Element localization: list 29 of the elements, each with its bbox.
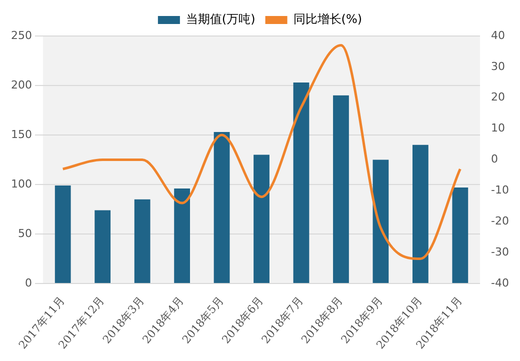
bar bbox=[214, 132, 230, 283]
bar bbox=[254, 154, 270, 283]
legend-label: 当期值(万吨) bbox=[186, 12, 256, 26]
y2-tick-label: 40 bbox=[491, 28, 506, 42]
y-tick-label: 150 bbox=[10, 128, 32, 141]
y2-tick-label: -10 bbox=[491, 184, 509, 197]
y2-tick-label: 20 bbox=[491, 90, 506, 104]
bar bbox=[293, 82, 310, 283]
y-tick-label: 0 bbox=[24, 276, 32, 290]
bar bbox=[54, 185, 71, 283]
legend-label: 同比增长(%) bbox=[293, 12, 362, 26]
bar bbox=[333, 95, 349, 283]
bar bbox=[412, 144, 428, 283]
y2-tick-label: 0 bbox=[491, 152, 498, 166]
y-tick-label: 250 bbox=[10, 28, 32, 42]
y-tick-label: 50 bbox=[18, 226, 32, 240]
y2-tick-label: 30 bbox=[491, 60, 506, 73]
y2-tick-label: 10 bbox=[491, 122, 506, 135]
bar bbox=[452, 187, 468, 283]
y-tick-label: 100 bbox=[10, 177, 32, 190]
bar bbox=[174, 188, 190, 283]
y-tick-label: 200 bbox=[10, 78, 32, 92]
bar bbox=[134, 199, 150, 283]
bar bbox=[94, 210, 111, 283]
y2-tick-label: -40 bbox=[491, 276, 509, 290]
bar bbox=[372, 160, 389, 283]
y2-tick-label: -30 bbox=[491, 245, 509, 258]
y2-tick-label: -20 bbox=[491, 214, 509, 228]
line-series bbox=[62, 44, 462, 260]
